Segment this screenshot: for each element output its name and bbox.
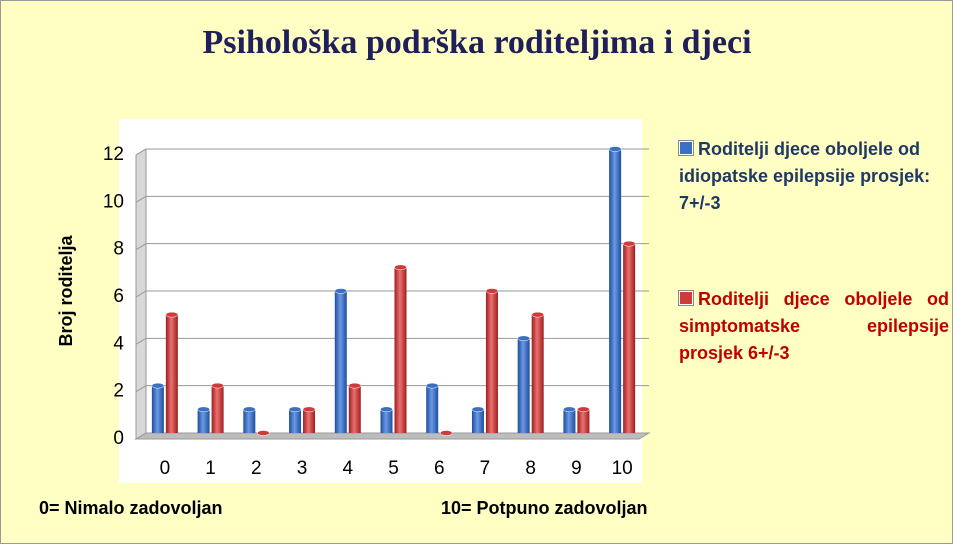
bar: [426, 385, 439, 433]
y-axis-label: Broj roditelja: [56, 235, 76, 347]
bar: [517, 338, 530, 433]
bar: [531, 314, 544, 433]
bar-cap: [485, 288, 499, 294]
bar: [303, 409, 316, 433]
x-tick-label: 0: [160, 458, 171, 479]
y-tick-label: 12: [103, 144, 124, 165]
y-tick-label: 6: [113, 286, 124, 307]
grid-line: [135, 243, 649, 251]
bar: [165, 314, 178, 433]
bar: [577, 409, 590, 433]
x-tick-label: 1: [205, 458, 216, 479]
y-tick-label: 10: [103, 191, 124, 212]
bar-cap: [197, 406, 210, 413]
bar-cap: [622, 240, 636, 247]
y-tick-label: 2: [113, 381, 124, 402]
x-tick-label: 6: [434, 458, 445, 479]
bar-cap: [288, 406, 302, 413]
bar: [609, 149, 622, 433]
bar: [151, 385, 164, 433]
bar: [471, 409, 484, 433]
bar-cap: [517, 335, 530, 342]
bar-cap: [577, 406, 590, 413]
bar-cap: [563, 406, 576, 413]
legend-label: Roditelji djece oboljele od simptomatske…: [679, 289, 949, 363]
chart-title: Psihološka podrška roditeljima i djeci: [202, 24, 751, 61]
x-tick-label: 10: [612, 458, 633, 479]
bar-cap: [439, 430, 453, 436]
legend-icon: [679, 291, 693, 305]
x-tick-label: 5: [388, 458, 399, 479]
x-tick-label: 4: [342, 458, 353, 479]
legend-icon: [679, 141, 693, 155]
bar-cap: [151, 382, 165, 389]
bar-cap: [334, 288, 348, 294]
bar-cap: [302, 406, 316, 413]
bar-cap: [348, 382, 362, 389]
grid-line: [135, 195, 649, 203]
bar: [485, 291, 498, 433]
bar-cap: [608, 146, 622, 152]
bar: [380, 409, 393, 433]
grid-line: [135, 290, 649, 298]
bar-cap: [380, 406, 393, 413]
y-tick-label: 8: [113, 239, 124, 260]
legend-entry: Roditelji djece oboljele od simptomatske…: [679, 286, 949, 367]
annotation: 10= Potpuno zadovoljan: [441, 498, 648, 518]
bar-cap: [531, 311, 544, 318]
y-tick-label: 0: [113, 428, 124, 449]
annotation: 0= Nimalo zadovoljan: [39, 498, 223, 518]
bar-cap: [211, 382, 224, 389]
bar-cap: [165, 311, 179, 318]
legend-label: Roditelji djece oboljele od idiopatske e…: [679, 139, 931, 213]
bar: [197, 409, 210, 433]
grid-line: [135, 385, 649, 393]
bar: [334, 291, 347, 433]
bar-cap: [471, 406, 485, 413]
floor: [134, 432, 651, 440]
bar-cap: [257, 430, 270, 436]
bar: [563, 409, 576, 433]
y-tick-label: 4: [113, 333, 124, 354]
legend-entry: Roditelji djece oboljele od idiopatske e…: [679, 136, 952, 217]
bar: [243, 409, 256, 433]
x-tick-label: 8: [525, 458, 536, 479]
bar-cap: [425, 382, 439, 389]
bar: [394, 267, 407, 433]
grid-line: [135, 337, 649, 345]
x-tick-label: 2: [251, 458, 262, 479]
grid-line: [135, 148, 649, 156]
x-tick-label: 7: [480, 458, 491, 479]
bar-cap: [394, 264, 407, 271]
x-tick-label: 9: [571, 458, 582, 479]
x-tick-label: 3: [297, 458, 308, 479]
bar: [211, 385, 224, 433]
bar: [348, 385, 361, 433]
bar: [623, 243, 636, 433]
bar: [289, 409, 302, 433]
bar-cap: [243, 406, 256, 413]
